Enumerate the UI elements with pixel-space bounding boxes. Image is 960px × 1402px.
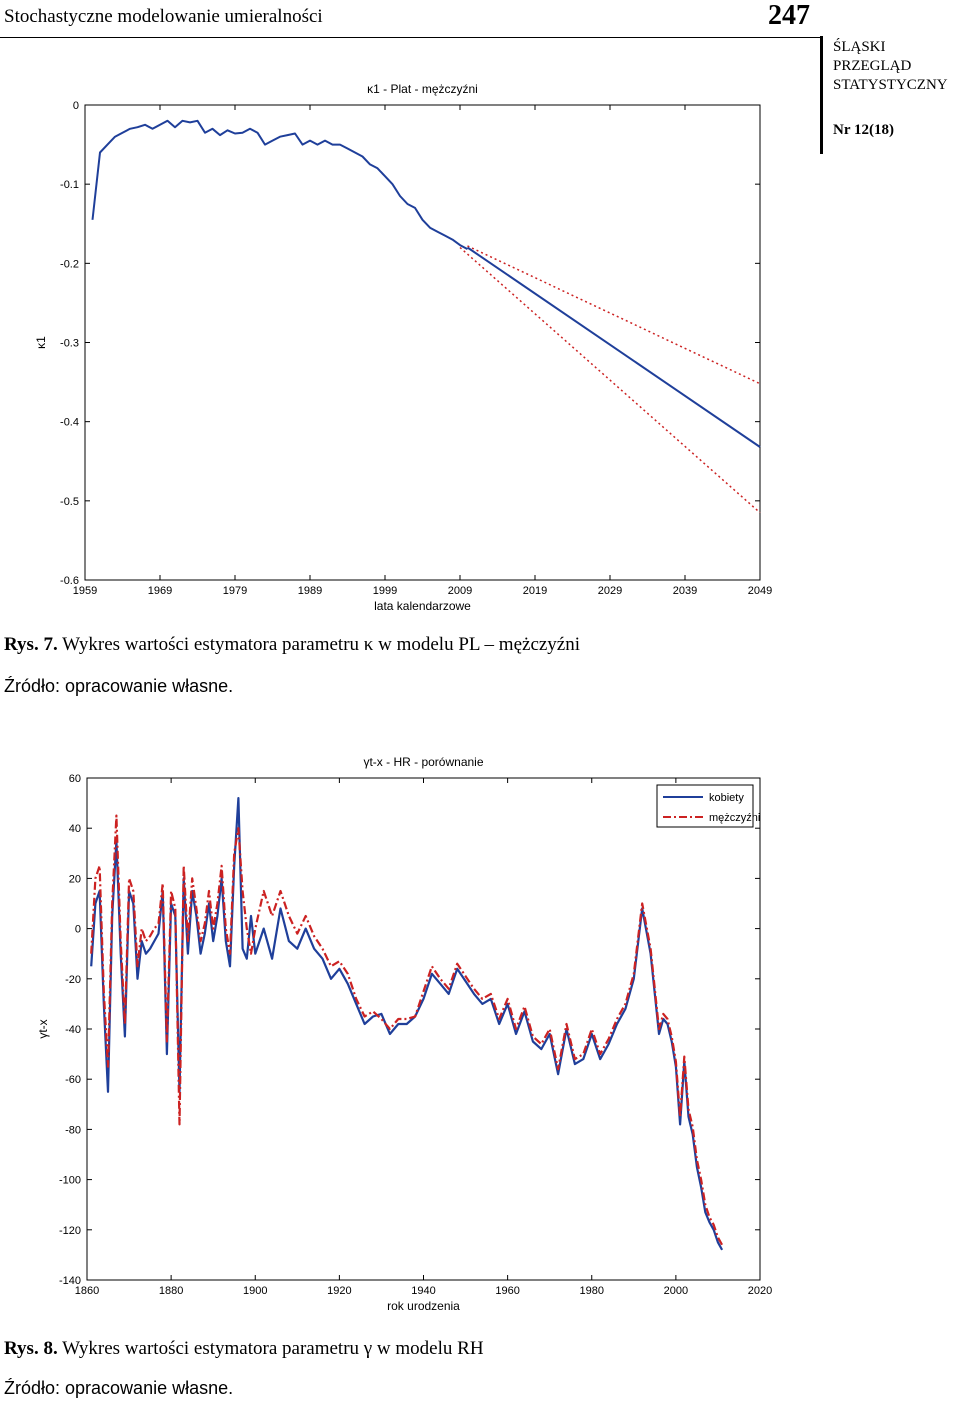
series-line — [91, 119, 468, 250]
x-tick-label: 1860 — [75, 1285, 99, 1297]
series-line — [459, 246, 761, 514]
x-tick-label: 1880 — [159, 1285, 183, 1297]
y-tick-label: -0.5 — [60, 496, 79, 508]
x-tick-label: 1920 — [327, 1285, 351, 1297]
y-tick-label: -20 — [65, 974, 81, 986]
x-tick-label: 1960 — [495, 1285, 519, 1297]
series-line — [90, 814, 724, 1246]
x-axis-label: rok urodzenia — [387, 1299, 460, 1313]
y-tick-label: 20 — [69, 873, 81, 885]
y-tick-label: 40 — [69, 823, 81, 835]
journal-box: ŚLĄSKI PRZEGLĄD STATYSTYCZNY Nr 12(18) — [820, 36, 960, 154]
x-tick-label: 1900 — [243, 1285, 267, 1297]
x-axis-label: lata kalendarzowe — [374, 599, 471, 613]
y-tick-label: -0.4 — [60, 417, 79, 429]
y-tick-label: 60 — [69, 773, 81, 785]
x-tick-label: 2019 — [523, 585, 547, 597]
journal-name-line: ŚLĄSKI — [833, 39, 886, 55]
y-tick-label: -0.2 — [60, 258, 79, 270]
y-axis-label: κ1 — [34, 336, 48, 349]
x-tick-label: 1989 — [298, 585, 322, 597]
chart-title: γt-x - HR - porównanie — [363, 755, 483, 769]
legend-box — [656, 784, 754, 828]
legend-label: kobiety — [709, 792, 744, 804]
series-line — [467, 245, 761, 385]
journal-issue: Nr 12(18) — [833, 122, 894, 138]
x-tick-label: 2029 — [598, 585, 622, 597]
y-tick-label: -80 — [65, 1124, 81, 1136]
figure7-label: Rys. 7. — [4, 634, 58, 655]
figure7-caption: Rys. 7. Wykres wartości estymatora param… — [4, 634, 580, 656]
y-tick-label: -0.1 — [60, 179, 79, 191]
x-tick-label: 2000 — [664, 1285, 688, 1297]
figure8-text: Wykres wartości estymatora parametru γ w… — [57, 1338, 484, 1359]
y-tick-label: -100 — [59, 1175, 81, 1187]
legend-label: mężczyźni — [709, 812, 760, 824]
journal-name: ŚLĄSKI PRZEGLĄD STATYSTYCZNY — [833, 38, 948, 95]
x-tick-label: 1980 — [580, 1285, 604, 1297]
running-title: Stochastyczne modelowanie umieralności — [4, 6, 323, 27]
y-tick-label: -60 — [65, 1074, 81, 1086]
figure8-caption: Rys. 8. Wykres wartości estymatora param… — [4, 1338, 484, 1360]
plot-frame — [84, 104, 761, 581]
x-tick-label: 1979 — [223, 585, 247, 597]
figure8-label: Rys. 8. — [4, 1338, 58, 1359]
x-tick-label: 1969 — [148, 585, 172, 597]
kappa-chart: 1959 1969 1979 1989 1999 2009 2019 2029 2039 2049… — [34, 82, 772, 613]
y-tick-label: -40 — [65, 1024, 81, 1036]
figure7-text: Wykres wartości estymatora parametru κ w… — [57, 634, 581, 655]
journal-name-line: PRZEGLĄD — [833, 58, 912, 74]
journal-name-line: STATYSTYCZNY — [833, 77, 948, 93]
x-tick-label: 1999 — [373, 585, 397, 597]
y-tick-label: 0 — [73, 100, 79, 112]
page-number: 247 — [768, 0, 810, 31]
x-tick-label: 2009 — [448, 585, 472, 597]
chart-title: κ1 - Plat - mężczyźni — [367, 82, 478, 96]
y-axis-label: γt-x — [36, 1019, 50, 1038]
header-rule — [0, 37, 820, 38]
y-tick-label: -120 — [59, 1225, 81, 1237]
plot-frame — [86, 777, 761, 1281]
x-tick-label: 2020 — [748, 1285, 772, 1297]
x-tick-label: 1940 — [411, 1285, 435, 1297]
x-tick-label: 2039 — [673, 585, 697, 597]
figure7-source: Źródło: opracowanie własne. — [4, 676, 234, 696]
x-tick-label: 2049 — [748, 585, 772, 597]
figure8-source: Źródło: opracowanie własne. — [4, 1378, 234, 1398]
series-line — [466, 246, 761, 448]
y-tick-label: 0 — [75, 924, 81, 936]
y-tick-label: -140 — [59, 1275, 81, 1287]
y-tick-label: -0.6 — [60, 575, 79, 587]
y-tick-label: -0.3 — [60, 338, 79, 350]
x-tick-label: 1959 — [73, 585, 97, 597]
